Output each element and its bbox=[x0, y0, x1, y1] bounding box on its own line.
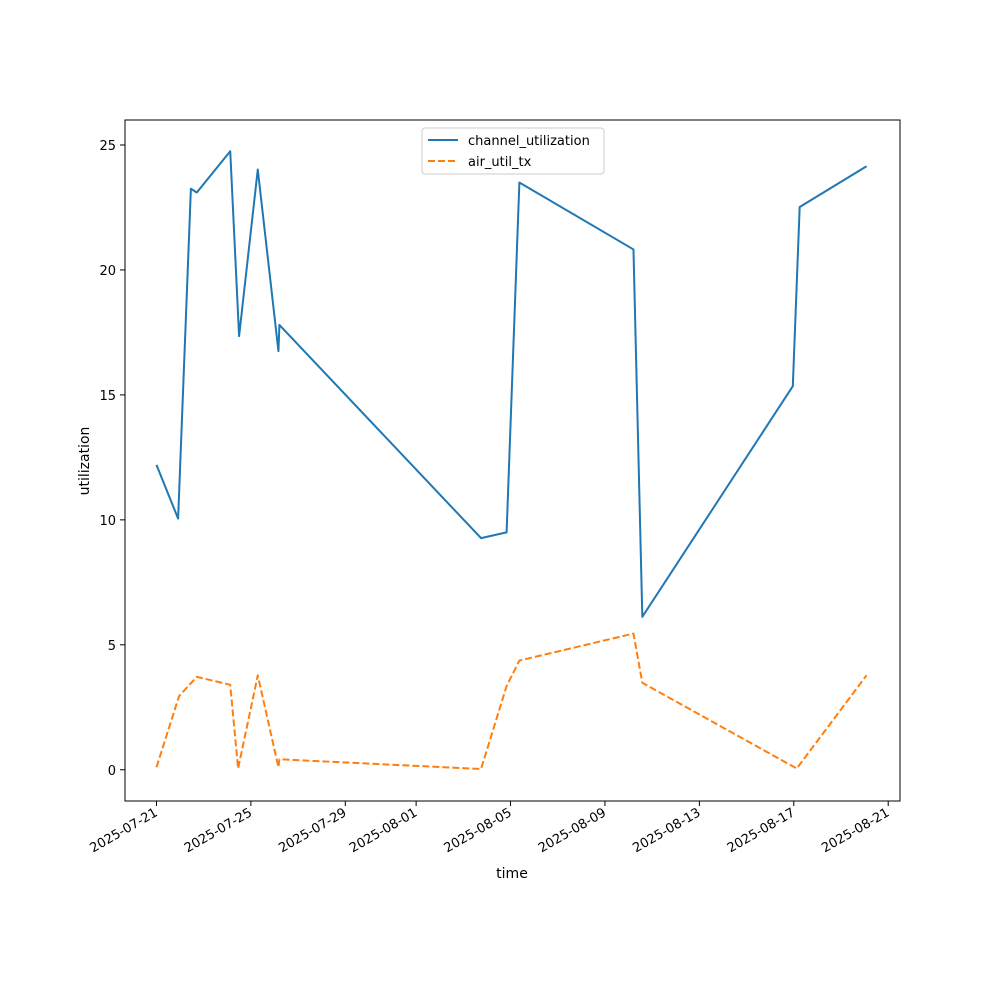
y-tick-label: 20 bbox=[99, 264, 116, 279]
y-tick-label: 0 bbox=[108, 764, 116, 779]
x-axis-label: time bbox=[496, 866, 528, 882]
y-tick-label: 15 bbox=[99, 389, 116, 404]
legend: channel_utilization air_util_tx bbox=[421, 127, 605, 175]
y-tick-label: 10 bbox=[99, 514, 116, 529]
series-lines bbox=[155, 150, 868, 771]
y-axis-label: utilization bbox=[77, 427, 93, 496]
legend-box bbox=[421, 127, 605, 175]
plot-area-frame bbox=[124, 119, 901, 802]
legend-label: channel_utilization bbox=[468, 134, 590, 149]
y-tick-label: 25 bbox=[99, 139, 116, 154]
series-line-air-util-tx bbox=[155, 632, 868, 771]
y-tick-label: 5 bbox=[108, 639, 116, 654]
y-axis-ticks: 0 5 10 15 20 25 bbox=[99, 139, 125, 779]
plot-area-background bbox=[125, 120, 900, 801]
legend-label: air_util_tx bbox=[468, 155, 532, 170]
series-line-channel-utilization bbox=[155, 150, 868, 618]
